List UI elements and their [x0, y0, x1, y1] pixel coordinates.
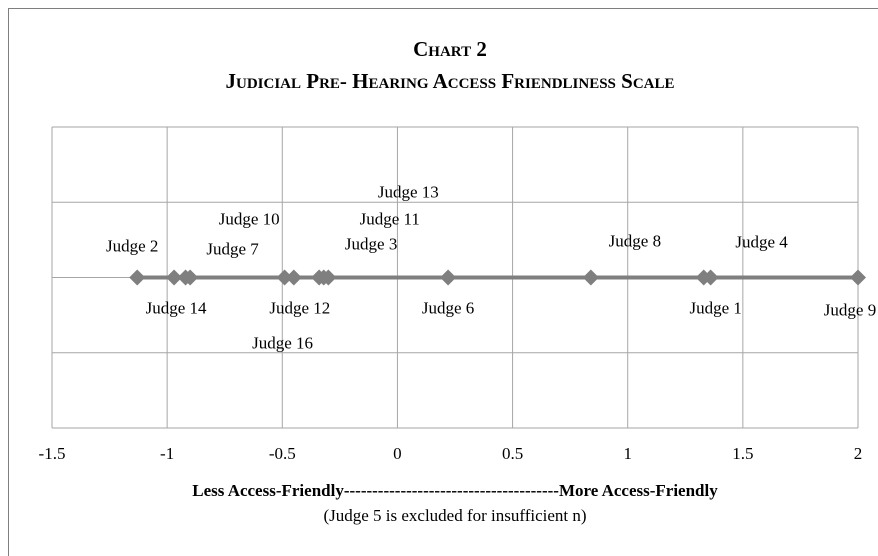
x-tick-label: -1.5 — [39, 444, 66, 463]
x-tick-label: 0.5 — [502, 444, 523, 463]
x-tick-label: -0.5 — [269, 444, 296, 463]
x-tick-label: 0 — [393, 444, 402, 463]
point — [320, 269, 337, 286]
point-label: Judge 7 — [206, 240, 259, 259]
point — [129, 269, 146, 286]
x-axis-title: Less Access-Friendly--------------------… — [192, 481, 718, 500]
point-label: Judge 3 — [345, 235, 397, 254]
point-label: Judge 4 — [735, 233, 788, 252]
point-label: Judge 1 — [689, 299, 741, 318]
point-label: Judge 10 — [219, 210, 280, 229]
point — [582, 269, 599, 286]
point — [440, 269, 457, 286]
point-label: Judge 13 — [378, 183, 439, 202]
x-tick-label: 1 — [623, 444, 632, 463]
point — [166, 269, 183, 286]
point-label: Judge 16 — [252, 334, 313, 353]
point — [702, 269, 719, 286]
point-label: Judge 6 — [422, 299, 474, 318]
x-tick-label: 1.5 — [732, 444, 753, 463]
point-label: Judge 12 — [269, 299, 330, 318]
point-label: Judge 14 — [146, 299, 207, 318]
point-label: Judge 11 — [360, 210, 420, 229]
point — [276, 269, 293, 286]
chart-frame — [8, 8, 878, 556]
chart-title: Chart 2 — [413, 37, 487, 61]
point — [182, 269, 199, 286]
point-label: Judge 9 — [824, 301, 876, 320]
x-tick-label: 2 — [854, 444, 863, 463]
x-tick-label: -1 — [160, 444, 174, 463]
point — [285, 269, 302, 286]
point — [850, 269, 866, 286]
point-label: Judge 8 — [609, 232, 661, 251]
note: (Judge 5 is excluded for insufficient n) — [323, 506, 586, 525]
chart-subtitle: Judicial Pre- Hearing Access Friendlines… — [225, 69, 674, 93]
point-label: Judge 2 — [106, 237, 158, 256]
